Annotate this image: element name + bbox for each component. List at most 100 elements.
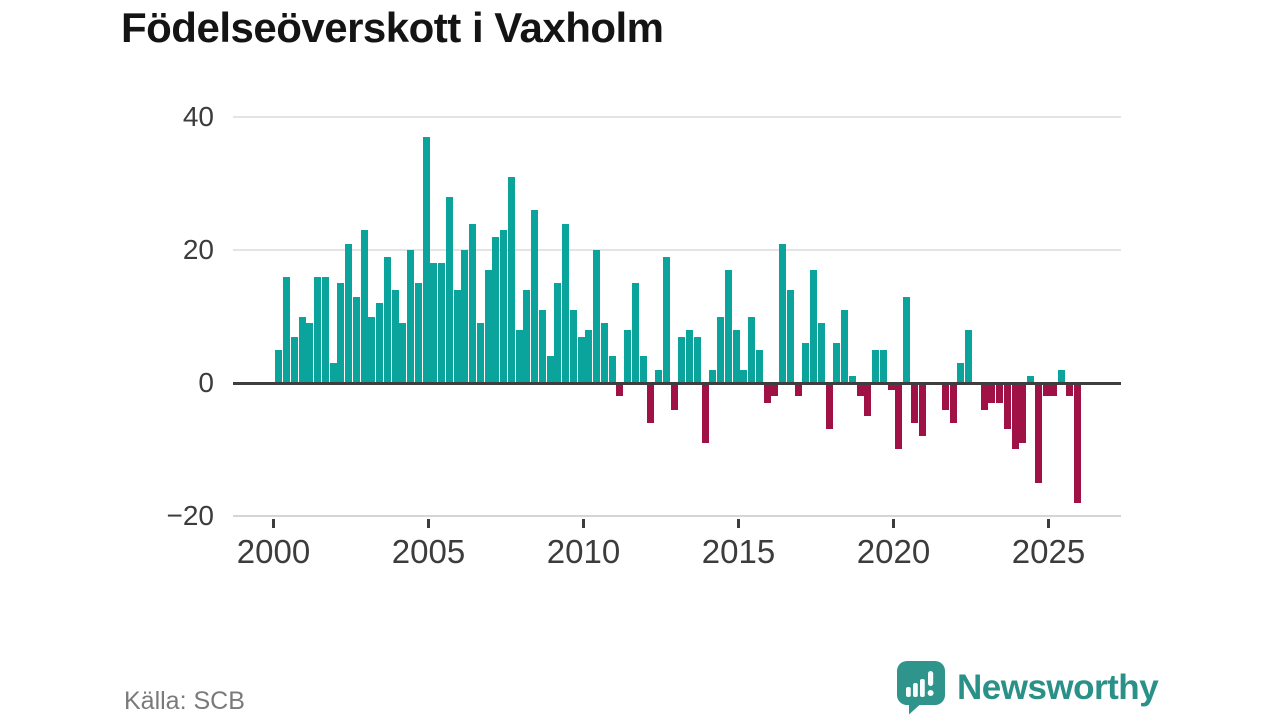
bar-2023-Q1 [988, 383, 996, 403]
bar-2007-Q1 [492, 236, 500, 383]
bar-2004-Q1 [399, 323, 407, 383]
bar-2001-Q4 [329, 363, 337, 383]
bar-2017-Q1 [802, 343, 810, 383]
bar-2005-Q2 [438, 263, 446, 383]
bar-2018-Q3 [848, 376, 856, 383]
bar-2015-Q4 [763, 383, 771, 403]
bar-2012-Q1 [647, 383, 655, 423]
bar-2002-Q4 [360, 230, 368, 383]
bar-2014-Q2 [717, 316, 725, 383]
bar-2020-Q1 [895, 383, 903, 450]
bar-2014-Q1 [709, 369, 717, 383]
bar-2010-Q2 [593, 250, 601, 383]
bar-2012-Q3 [662, 256, 670, 383]
bar-2025-Q2 [1058, 369, 1066, 383]
bar-2015-Q3 [755, 349, 763, 383]
gridline-y--20 [233, 514, 1121, 517]
bar-2016-Q4 [794, 383, 802, 397]
bar-2004-Q3 [414, 283, 422, 383]
bar-2019-Q4 [887, 383, 895, 390]
bar-2017-Q4 [825, 383, 833, 430]
bar-2015-Q1 [740, 369, 748, 383]
bar-2005-Q3 [445, 197, 453, 383]
bar-2008-Q2 [531, 210, 539, 383]
bar-2010-Q3 [600, 323, 608, 383]
bar-2018-Q4 [856, 383, 864, 397]
bar-2004-Q4 [422, 137, 430, 383]
bar-2022-Q4 [980, 383, 988, 410]
bar-2007-Q4 [515, 329, 523, 383]
bar-2001-Q1 [306, 323, 314, 383]
bar-2001-Q2 [314, 276, 322, 383]
bar-2003-Q3 [383, 256, 391, 383]
y-axis-tick-label: 0 [198, 367, 214, 398]
bar-2013-Q3 [693, 336, 701, 383]
bar-2010-Q1 [585, 329, 593, 383]
bar-2000-Q3 [290, 336, 298, 383]
x-axis-tick-label: 2000 [236, 533, 311, 570]
bar-2012-Q4 [670, 383, 678, 410]
bar-2023-Q4 [1011, 383, 1019, 450]
bar-2015-Q2 [748, 316, 756, 383]
bar-2024-Q2 [1027, 376, 1035, 383]
bar-2025-Q1 [1050, 383, 1058, 397]
bar-2016-Q3 [786, 290, 794, 383]
bar-2018-Q1 [833, 343, 841, 383]
bar-2008-Q4 [546, 356, 554, 383]
x-axis-tick [582, 519, 585, 528]
bar-2000-Q2 [283, 276, 291, 383]
bar-2006-Q2 [469, 223, 477, 383]
gridline-y-20 [233, 249, 1121, 252]
bar-2005-Q4 [453, 290, 461, 383]
newsworthy-speech-bubble-chart-icon [897, 661, 945, 715]
source-caption: Källa: SCB [124, 687, 245, 715]
chart-title: Födelseöverskott i Vaxholm [121, 4, 664, 51]
x-axis-tick [737, 519, 740, 528]
bar-2004-Q2 [407, 250, 415, 383]
bar-2010-Q4 [608, 356, 616, 383]
x-axis-tick-label: 2020 [856, 533, 931, 570]
bar-2009-Q4 [577, 336, 585, 383]
y-axis-tick-label: 20 [182, 234, 214, 266]
bar-2024-Q1 [1019, 383, 1027, 443]
bar-2002-Q2 [345, 243, 353, 383]
x-axis-tick [427, 519, 430, 528]
bar-2000-Q4 [298, 316, 306, 383]
bar-2024-Q3 [1034, 383, 1042, 483]
bar-2008-Q1 [523, 290, 531, 383]
bar-2011-Q2 [624, 329, 632, 383]
x-axis-tick-label: 2015 [701, 533, 776, 570]
bar-2005-Q1 [430, 263, 438, 383]
bar-2003-Q2 [376, 303, 384, 383]
bar-2007-Q3 [507, 177, 515, 383]
bar-2017-Q3 [817, 323, 825, 383]
bar-2006-Q4 [484, 270, 492, 383]
zero-axis-line [233, 381, 1121, 385]
bar-2021-Q3 [941, 383, 949, 410]
x-axis-tick-label: 2005 [391, 533, 466, 570]
bar-2019-Q1 [864, 383, 872, 417]
x-axis-tick-label: 2010 [546, 533, 621, 570]
bar-2019-Q3 [879, 349, 887, 383]
bar-2011-Q3 [631, 283, 639, 383]
bar-2009-Q1 [554, 283, 562, 383]
bar-2022-Q1 [957, 363, 965, 383]
newsworthy-logo-text: Newsworthy [957, 668, 1159, 707]
bar-2002-Q3 [352, 296, 360, 383]
bar-2016-Q2 [779, 243, 787, 383]
bar-2011-Q1 [616, 383, 624, 397]
gridline-y-40 [233, 116, 1121, 119]
bar-2013-Q2 [686, 329, 694, 383]
bar-2012-Q2 [655, 369, 663, 383]
bar-2011-Q4 [639, 356, 647, 383]
bar-2007-Q2 [500, 230, 508, 383]
bar-2021-Q4 [949, 383, 957, 423]
bar-2009-Q3 [569, 309, 577, 383]
newsworthy-logo: Newsworthy [896, 660, 1159, 716]
x-axis-tick [892, 519, 895, 528]
y-axis-tick-label: 40 [182, 101, 214, 133]
x-axis-tick [272, 519, 275, 528]
bar-2020-Q2 [903, 296, 911, 383]
bar-2006-Q3 [476, 323, 484, 383]
